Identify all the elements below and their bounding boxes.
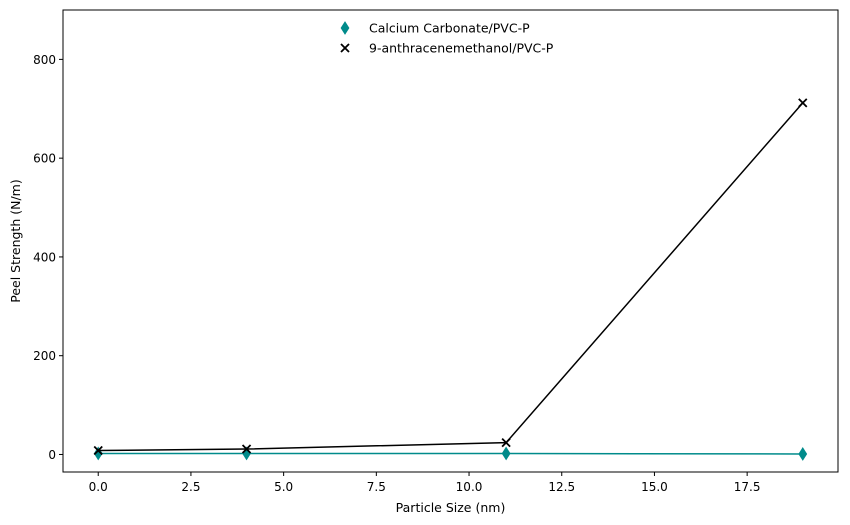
legend-marker [340, 43, 350, 53]
data-point [501, 446, 511, 461]
y-tick-label: 0 [48, 448, 56, 462]
y-tick-label: 200 [33, 349, 56, 363]
x-tick-label: 17.5 [734, 480, 761, 494]
x-tick-label: 12.5 [548, 480, 575, 494]
plot-frame [62, 9, 839, 473]
y-tick-label: 600 [33, 152, 56, 166]
y-axis-ticks: 0 200 400 600 800 [33, 53, 63, 462]
series-2 [93, 98, 808, 456]
x-tick-label: 5.0 [274, 480, 293, 494]
series-line [98, 102, 804, 452]
legend-marker [340, 21, 350, 35]
x-tick-label: 10.0 [456, 480, 483, 494]
y-tick-label: 400 [33, 250, 56, 264]
data-point [501, 437, 511, 448]
data-point [241, 444, 252, 454]
x-tick-label: 7.5 [367, 480, 386, 494]
x-tick-label: 0.0 [89, 480, 108, 494]
x-tick-label: 2.5 [181, 480, 200, 494]
x-axis-ticks: 0.0 2.5 5.0 7.5 10.0 12.5 15.0 17.5 [89, 472, 761, 494]
legend-label: 9-anthracenemethanol/PVC-P [369, 41, 554, 56]
series-1 [93, 446, 808, 461]
x-tick-label: 15.0 [641, 480, 668, 494]
y-axis-title: Peel Strength (N/m) [8, 179, 23, 302]
data-point [93, 445, 103, 456]
data-point [798, 447, 808, 461]
legend-label: Calcium Carbonate/PVC-P [369, 21, 530, 36]
data-point [798, 98, 808, 108]
y-tick-label: 800 [33, 53, 56, 67]
series-layer [93, 98, 808, 461]
legend: Calcium Carbonate/PVC-P 9-anthracenemetha… [340, 21, 554, 56]
x-axis-title: Particle Size (nm) [396, 500, 506, 515]
